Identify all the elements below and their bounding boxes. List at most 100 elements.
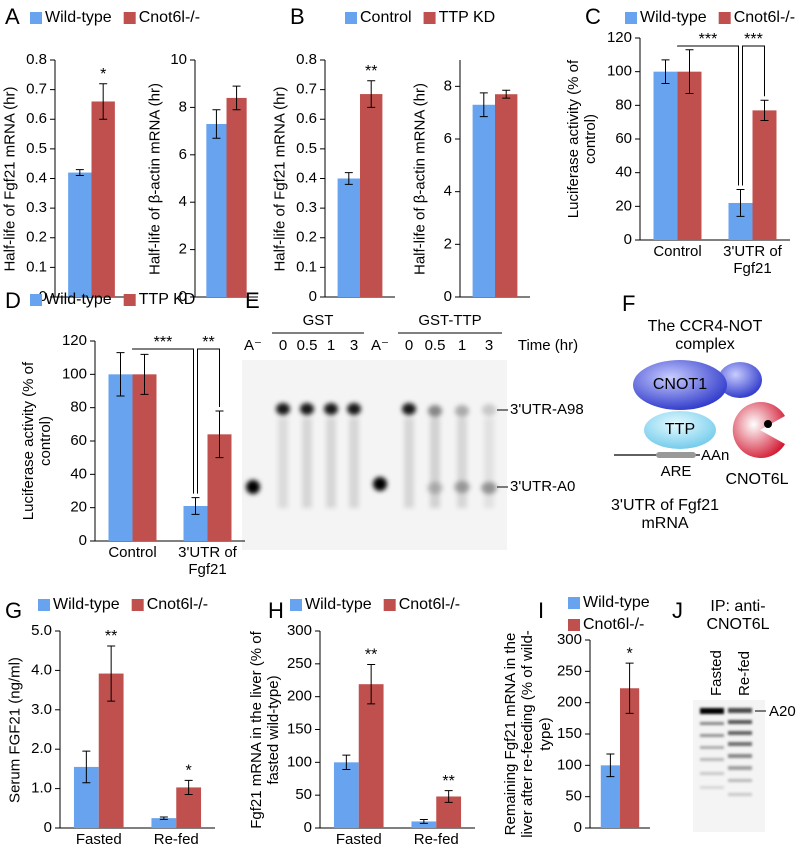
legend-label: Cnot6l-/- <box>734 9 795 26</box>
lane-label: Fasted <box>708 650 725 696</box>
legend-label: TTP KD <box>139 291 196 308</box>
legend-swatch <box>625 12 637 24</box>
legend-label: Wild-type <box>583 594 650 611</box>
lane-label: 3 <box>485 337 493 354</box>
legend-swatch <box>290 599 302 611</box>
significance-label: *** <box>699 31 718 48</box>
y-tick-label: 50 <box>565 788 582 805</box>
error-bar <box>342 754 351 771</box>
y-tick-label: 4.0 <box>31 661 52 678</box>
lane-label: 0.5 <box>425 337 446 354</box>
y-tick-label: 40 <box>70 465 87 482</box>
significance-label: *** <box>744 31 763 48</box>
legend-swatch <box>30 294 42 306</box>
error-bar <box>625 662 634 714</box>
panel-letter: J <box>672 598 683 623</box>
y-axis-label: Half-life of Fgf21 mRNA (hr) <box>271 85 289 272</box>
are-box <box>656 452 696 458</box>
y-tick-label: 80 <box>615 96 632 113</box>
panel-letter: C <box>585 4 601 29</box>
y-axis-label: Fgf21 mRNA in the liver (% of fasted wil… <box>247 630 282 829</box>
bar <box>337 178 360 297</box>
legend-swatch <box>30 12 42 24</box>
legend-swatch <box>568 619 580 631</box>
gel-bands <box>700 708 752 796</box>
error-bar <box>444 790 453 803</box>
y-tick-label: 4 <box>179 193 187 210</box>
y-tick-label: 200 <box>557 694 582 711</box>
error-bar <box>75 169 84 177</box>
y-tick-label: 4 <box>444 183 452 200</box>
lane-label: 0 <box>405 337 413 354</box>
y-axis-label: Remaining Fgf21 mRNA in the liver after … <box>502 630 554 838</box>
error-bar <box>107 645 116 702</box>
lane-label: 0 <box>279 337 287 354</box>
legend-label: Wild-type <box>45 291 112 308</box>
x-tick-label: Re-fed <box>413 831 459 848</box>
y-tick-label: 250 <box>287 655 312 672</box>
bar <box>68 172 92 297</box>
y-tick-label: 60 <box>615 130 632 147</box>
y-tick-label: 0.6 <box>296 110 317 127</box>
significance-bracket <box>677 45 739 186</box>
y-tick-label: 0.8 <box>296 51 317 68</box>
error-bar <box>479 92 488 118</box>
band-label: A20 <box>769 703 796 720</box>
y-tick-label: 10 <box>170 51 187 68</box>
diagram-title: The CCR4-NOT complex <box>647 318 763 354</box>
y-tick-label: 120 <box>62 332 87 349</box>
y-tick-label: 100 <box>557 756 582 773</box>
error-bar <box>82 750 91 784</box>
y-tick-label: 50 <box>295 786 312 803</box>
significance-bracket <box>197 348 220 494</box>
legend-label: Cnot6l-/- <box>583 616 644 633</box>
node-label: CNOT1 <box>653 376 707 393</box>
significance-label: * <box>100 66 106 83</box>
legend-label: Cnot6l-/- <box>147 596 208 613</box>
error-bar <box>760 99 769 121</box>
axis-label: Time (hr) <box>518 337 578 354</box>
y-tick-label: 300 <box>557 631 582 648</box>
y-tick-label: 60 <box>70 432 87 449</box>
gel-bands <box>246 403 497 508</box>
y-tick-label: 100 <box>287 753 312 770</box>
y-axis-label: Luciferase activity (% of control) <box>564 59 599 219</box>
significance-label: ** <box>202 334 214 351</box>
y-tick-label: 150 <box>287 720 312 737</box>
lane-label: A⁻ <box>371 337 389 354</box>
legend-label: Wild-type <box>305 596 372 613</box>
y-tick-label: 0.8 <box>26 51 47 68</box>
y-tick-label: 0.6 <box>26 110 47 127</box>
gel-j: J A20 Fasted Re-fed <box>672 598 796 832</box>
y-tick-label: 40 <box>615 164 632 181</box>
legend-swatch <box>123 12 136 24</box>
y-tick-label: 100 <box>62 365 87 382</box>
y-tick-label: 20 <box>70 499 87 516</box>
significance-label: ** <box>365 63 377 80</box>
x-tick-label: Control <box>108 544 157 561</box>
bar <box>206 123 227 298</box>
y-axis-label: Half-life of β-actin mRNA (hr) <box>411 82 429 275</box>
y-tick-label: 0 <box>574 819 582 836</box>
bar <box>360 94 383 297</box>
lane-label: 0.5 <box>297 337 318 354</box>
legend-swatch <box>131 599 144 611</box>
legend-swatch <box>38 599 50 611</box>
panel-letter: E <box>245 288 260 313</box>
y-tick-label: 0 <box>309 288 317 305</box>
x-tick-label: Fasted <box>75 831 122 848</box>
legend-swatch <box>345 12 357 24</box>
y-tick-label: 8 <box>179 98 187 115</box>
legend-swatch <box>123 294 136 306</box>
error-bar <box>159 816 168 820</box>
y-tick-label: 8 <box>444 77 452 94</box>
y-tick-label: 1.0 <box>31 780 52 797</box>
y-axis-label: Luciferase activity (% of control) <box>19 361 54 521</box>
bar <box>495 94 518 297</box>
lane-label: 1 <box>327 337 335 354</box>
y-tick-label: 300 <box>287 622 312 639</box>
bar <box>472 104 495 298</box>
region-label: ARE <box>661 463 692 480</box>
legend-swatch <box>568 597 580 609</box>
